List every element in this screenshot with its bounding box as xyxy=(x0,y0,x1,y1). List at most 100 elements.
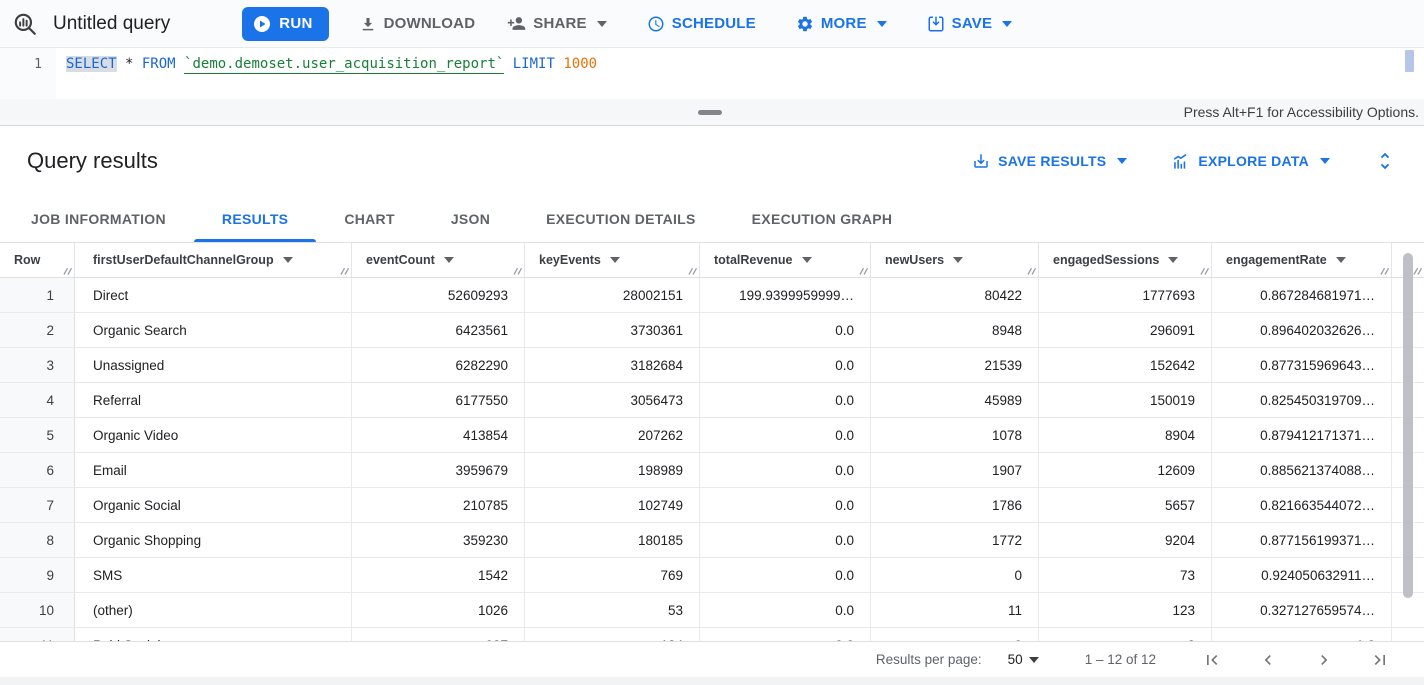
table-body: 1 Direct 52609293 28002151 199.9399959999… 80… xyxy=(0,278,1424,641)
cell-firstUserDefaultChannelGroup: SMS xyxy=(75,558,352,592)
cell-firstUserDefaultChannelGroup: Unassigned xyxy=(75,348,352,382)
cell-engagedSessions: 296091 xyxy=(1039,313,1212,347)
row-number-cell: 8 xyxy=(0,523,75,557)
person-add-icon xyxy=(508,17,526,30)
pagination-range-label: 1 – 12 of 12 xyxy=(1084,652,1156,667)
column-header-totalRevenue[interactable]: totalRevenue xyxy=(700,243,871,277)
share-button[interactable]: SHARE xyxy=(507,14,607,33)
cell-totalRevenue: 0.0 xyxy=(700,418,871,452)
query-editor-toolbar: Untitled query RUN DOWNLOAD SHARE SCHEDU… xyxy=(0,0,1424,48)
sort-arrow-icon[interactable] xyxy=(1168,257,1179,263)
column-label: totalRevenue xyxy=(714,253,793,267)
column-resize-handle[interactable] xyxy=(1413,266,1422,275)
more-button[interactable]: MORE xyxy=(796,15,887,33)
column-header-engagementRate[interactable]: engagementRate xyxy=(1212,243,1392,277)
panel-drag-handle[interactable] xyxy=(698,110,722,115)
cell-eventCount: 52609293 xyxy=(352,278,525,312)
save-button[interactable]: SAVE xyxy=(927,15,1013,33)
chevron-left-icon xyxy=(1264,654,1271,665)
column-header-newUsers[interactable]: newUsers xyxy=(871,243,1039,277)
sort-arrow-icon[interactable] xyxy=(801,257,812,263)
pager-controls xyxy=(1202,650,1390,670)
query-magnifier-icon xyxy=(14,13,36,35)
column-label: keyEvents xyxy=(539,253,601,267)
column-header-engagedSessions[interactable]: engagedSessions xyxy=(1039,243,1212,277)
download-icon xyxy=(362,17,373,30)
first-page-icon xyxy=(1207,654,1218,665)
results-per-page-select[interactable]: 50 xyxy=(1008,652,1039,667)
sort-arrow-icon[interactable] xyxy=(953,257,964,263)
cell-spacer xyxy=(1392,628,1424,641)
explore-data-button[interactable]: EXPLORE DATA xyxy=(1171,152,1330,171)
cell-newUsers: 8948 xyxy=(871,313,1039,347)
sql-editor[interactable]: 1 SELECT * FROM `demo.demoset.user_acqui… xyxy=(0,48,1424,99)
cell-totalRevenue: 0.0 xyxy=(700,453,871,487)
cell-totalRevenue: 0.0 xyxy=(700,523,871,557)
tab-execution-graph[interactable]: EXECUTION GRAPH xyxy=(751,211,893,227)
table-row: 6 Email 3959679 198989 0.0 1907 12609 0.8856213… xyxy=(0,453,1424,488)
schedule-button[interactable]: SCHEDULE xyxy=(647,15,756,33)
row-number-cell: 7 xyxy=(0,488,75,522)
previous-page-button[interactable] xyxy=(1258,650,1278,670)
tab-json[interactable]: JSON xyxy=(450,211,491,227)
first-page-button[interactable] xyxy=(1202,650,1222,670)
download-button[interactable]: DOWNLOAD xyxy=(359,15,476,33)
column-resize-handle[interactable] xyxy=(63,266,72,275)
column-header-firstUserDefaultChannelGroup[interactable]: firstUserDefaultChannelGroup xyxy=(75,243,352,277)
table-row: 4 Referral 6177550 3056473 0.0 45989 150019 0.8… xyxy=(0,383,1424,418)
column-resize-handle[interactable] xyxy=(513,266,522,275)
column-resize-handle[interactable] xyxy=(1200,266,1209,275)
sort-arrow-icon[interactable] xyxy=(1335,257,1346,263)
tab-results[interactable]: RESULTS xyxy=(193,196,317,242)
column-label: eventCount xyxy=(366,253,435,267)
cell-newUsers: 1772 xyxy=(871,523,1039,557)
cell-totalRevenue: 0.0 xyxy=(700,383,871,417)
cell-firstUserDefaultChannelGroup: (other) xyxy=(75,593,352,627)
column-header-eventCount[interactable]: eventCount xyxy=(352,243,525,277)
cell-firstUserDefaultChannelGroup: Referral xyxy=(75,383,352,417)
query-results-title: Query results xyxy=(27,148,158,173)
cell-eventCount: 210785 xyxy=(352,488,525,522)
tab-execution-details[interactable]: EXECUTION DETAILS xyxy=(546,211,696,227)
editor-scrollbar-thumb[interactable] xyxy=(1405,50,1414,72)
results-tab-bar: JOB INFORMATION RESULTS CHART JSON EXECUTION… xyxy=(0,196,1424,243)
cell-newUsers: 1907 xyxy=(871,453,1039,487)
cell-firstUserDefaultChannelGroup: Organic Video xyxy=(75,418,352,452)
column-resize-handle[interactable] xyxy=(1380,266,1389,275)
column-header-Row[interactable]: Row xyxy=(0,243,75,277)
cell-engagedSessions: 150019 xyxy=(1039,383,1212,417)
cell-newUsers: 21539 xyxy=(871,348,1039,382)
cell-spacer xyxy=(1392,593,1424,627)
cell-keyEvents: 207262 xyxy=(525,418,700,452)
sort-arrow-icon[interactable] xyxy=(443,257,454,263)
run-button[interactable]: RUN xyxy=(242,6,329,41)
chevron-down-icon xyxy=(876,20,887,27)
sort-arrow-icon[interactable] xyxy=(609,257,620,263)
column-resize-handle[interactable] xyxy=(688,266,697,275)
cell-engagementRate: 0.825450319709… xyxy=(1212,383,1392,417)
save-results-button[interactable]: SAVE RESULTS xyxy=(972,152,1128,170)
cell-newUsers: 9 xyxy=(871,628,1039,641)
table-row: 2 Organic Search 6423561 3730361 0.0 8948 2960… xyxy=(0,313,1424,348)
sort-arrow-icon[interactable] xyxy=(282,257,293,263)
tab-job-information[interactable]: JOB INFORMATION xyxy=(31,211,166,227)
cell-engagementRate: 0.877156199371… xyxy=(1212,523,1392,557)
row-number-cell: 6 xyxy=(0,453,75,487)
sql-table-reference[interactable]: `demo.demoset.user_acquisition_report` xyxy=(184,56,505,74)
column-resize-handle[interactable] xyxy=(859,266,868,275)
table-vertical-scrollbar[interactable] xyxy=(1403,253,1413,598)
cell-firstUserDefaultChannelGroup: Organic Search xyxy=(75,313,352,347)
expand-results-button[interactable] xyxy=(1374,150,1396,172)
sql-keyword-select: SELECT xyxy=(66,56,117,72)
column-header-keyEvents[interactable]: keyEvents xyxy=(525,243,700,277)
last-page-button[interactable] xyxy=(1370,650,1390,670)
next-page-button[interactable] xyxy=(1314,650,1334,670)
column-resize-handle[interactable] xyxy=(340,266,349,275)
tab-chart[interactable]: CHART xyxy=(344,211,395,227)
table-row: 9 SMS 1542 769 0.0 0 73 0.924050632911… xyxy=(0,558,1424,593)
column-resize-handle[interactable] xyxy=(1027,266,1036,275)
table-row: 11Paid Social9371340.0931.0 xyxy=(0,628,1424,641)
sql-code-line[interactable]: SELECT * FROM `demo.demoset.user_acquisi… xyxy=(56,48,597,99)
cell-engagedSessions: 9204 xyxy=(1039,523,1212,557)
chevron-down-icon xyxy=(1028,656,1039,663)
